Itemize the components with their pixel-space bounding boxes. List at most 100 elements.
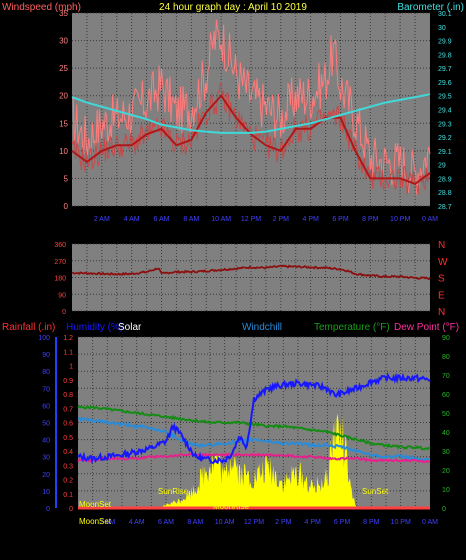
humidity-y-tick: 20: [42, 472, 50, 479]
weather-x-tick: 10 AM: [215, 519, 235, 526]
rainfall-y-tick: 1: [69, 364, 73, 371]
temperature-line: [77, 404, 431, 451]
weather-x-tick: 10 PM: [391, 519, 411, 526]
compass-label: N: [438, 240, 445, 251]
rainfall-y-tick: 0.7: [63, 406, 73, 413]
temperature-y-tick: 20: [442, 468, 450, 475]
compass-label: N: [438, 307, 445, 318]
rainfall-y-tick: 0: [69, 506, 73, 513]
weather-x-tick: 4 PM: [304, 519, 321, 526]
wind-direction-line: [71, 264, 431, 281]
rainfall-y-tick: 0.5: [63, 435, 73, 442]
barometer-line: [71, 93, 431, 134]
sun-moon-annotation: SunSet: [362, 487, 389, 496]
barometer-y-tick: 30.1: [438, 11, 452, 18]
compass-label: S: [438, 274, 445, 285]
barometer-y-tick: 29.4: [438, 108, 452, 115]
rainfall-y-tick: 0.4: [63, 449, 73, 456]
wind-x-tick: 10 PM: [390, 216, 410, 223]
temperature-y-tick: 80: [442, 354, 450, 361]
solar-area: [78, 413, 430, 508]
wind-x-tick: 8 AM: [183, 216, 199, 223]
barometer-y-tick: 29.6: [438, 80, 452, 87]
humidity-y-tick: 70: [42, 386, 50, 393]
temperature-y-tick: 30: [442, 449, 450, 456]
rainfall-y-tick: 1.1: [63, 349, 73, 356]
weather-series-label: Dew Point (°F): [394, 322, 459, 333]
temperature-y-tick: 70: [442, 373, 450, 380]
compass-label: W: [438, 257, 448, 268]
barometer-y-tick: 29.2: [438, 135, 452, 142]
weather-series-label: Temperature (°F): [314, 322, 390, 333]
weather-x-tick: 2 AM: [99, 519, 115, 526]
temperature-y-tick: 0: [442, 506, 446, 513]
wind-y-tick: 25: [59, 64, 68, 73]
weather-x-tick: 6 PM: [334, 519, 351, 526]
weather-x-tick: 6 AM: [158, 519, 174, 526]
wind-y-tick: 20: [59, 92, 68, 101]
humidity-y-tick: 50: [42, 421, 50, 428]
weather-x-tick: 0 AM: [422, 519, 438, 526]
humidity-y-tick: 60: [42, 403, 50, 410]
windspeed-detail-line: [71, 81, 431, 195]
wind-y-tick: 0: [64, 202, 69, 211]
humidity-y-tick: 0: [46, 506, 50, 513]
barometer-y-tick: 29.3: [438, 121, 452, 128]
wind-x-tick: 6 PM: [332, 216, 349, 223]
weather-plot-area: [78, 337, 430, 508]
dewpoint-line: [77, 452, 431, 464]
barometer-y-tick: 29.8: [438, 52, 452, 59]
sun-moon-annotation: MoonSet: [79, 500, 112, 509]
wind-x-tick: 12 PM: [241, 216, 261, 223]
temperature-y-tick: 90: [442, 335, 450, 342]
humidity-line: [77, 372, 431, 465]
weather-x-tick: 4 AM: [129, 519, 145, 526]
humidity-y-tick: 90: [42, 352, 50, 359]
humidity-y-tick: 40: [42, 438, 50, 445]
direction-y-tick: 180: [54, 276, 66, 283]
temperature-y-tick: 50: [442, 411, 450, 418]
rainfall-y-tick: 0.6: [63, 421, 73, 428]
humidity-y-tick: 30: [42, 455, 50, 462]
wind-x-tick: 10 AM: [211, 216, 231, 223]
direction-y-tick: 360: [54, 242, 66, 249]
wind-y-tick: 15: [59, 119, 68, 128]
wind-x-tick: 4 AM: [124, 216, 140, 223]
barometer-y-tick: 29.9: [438, 39, 452, 46]
humidity-y-tick: 80: [42, 369, 50, 376]
rainfall-y-tick: 0.8: [63, 392, 73, 399]
direction-y-tick: 0: [62, 309, 66, 316]
barometer-y-tick: 30: [438, 25, 446, 32]
barometer-y-tick: 29.1: [438, 149, 452, 156]
temperature-y-tick: 40: [442, 430, 450, 437]
rainfall-y-tick: 0.9: [63, 378, 73, 385]
barometer-y-tick: 29: [438, 163, 446, 170]
wind-x-tick: 6 AM: [154, 216, 170, 223]
direction-y-tick: 90: [58, 292, 66, 299]
windspeed-gust-line: [71, 19, 431, 196]
barometer-y-tick: 29.7: [438, 66, 452, 73]
wind-x-tick: 0 AM: [422, 216, 438, 223]
weather-series-label: Solar: [118, 322, 142, 333]
wind-y-tick: 5: [64, 174, 69, 183]
sun-moon-annotation: SunRise: [158, 487, 189, 496]
rainfall-y-tick: 1.2: [63, 335, 73, 342]
weather-series-label: Rainfall (.in): [2, 322, 55, 333]
barometer-y-tick: 29.5: [438, 94, 452, 101]
wind-x-tick: 2 AM: [94, 216, 110, 223]
wind-x-tick: 8 PM: [362, 216, 379, 223]
barometer-y-tick: 28.9: [438, 176, 452, 183]
weather-x-tick: 12 PM: [244, 519, 264, 526]
barometer-axis-label: Barometer (.in): [397, 2, 464, 13]
rainfall-y-tick: 0.2: [63, 478, 73, 485]
sun-moon-annotation: MoonRise: [213, 502, 250, 511]
temperature-y-tick: 60: [442, 392, 450, 399]
weather-series-label: Windchill: [242, 322, 282, 333]
wind-x-tick: 2 PM: [273, 216, 290, 223]
windchill-line: [78, 416, 431, 463]
windspeed-average-line: [71, 94, 431, 186]
humidity-y-tick: 10: [42, 489, 50, 496]
wind-x-tick: 4 PM: [302, 216, 319, 223]
